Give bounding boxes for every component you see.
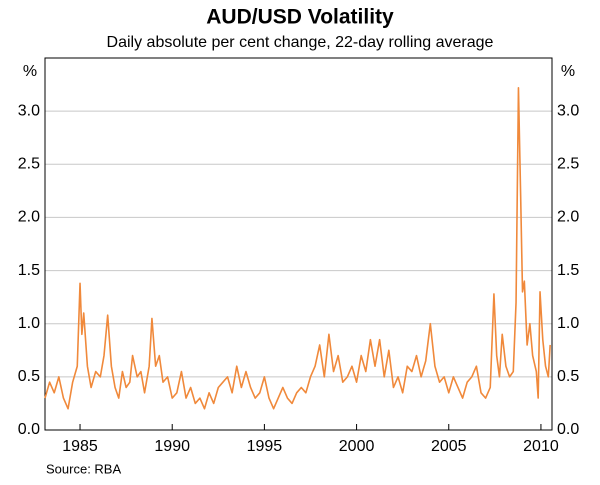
y-tick-label: 2.0 [18, 209, 40, 226]
x-tick-label: 2000 [339, 438, 375, 455]
y-tick-label: 1.5 [18, 262, 40, 279]
y2-tick-label: 0.0 [557, 421, 579, 438]
y-tick-label: 0.0 [18, 421, 40, 438]
source: Source: RBA [46, 461, 121, 476]
y-unit: % [23, 63, 37, 80]
y2-tick-label: 3.0 [557, 102, 579, 119]
y2-tick-label: 0.5 [557, 368, 579, 385]
y2-tick-label: 1.0 [557, 315, 579, 332]
x-tick-label: 2010 [523, 438, 559, 455]
x-tick-label: 1995 [247, 438, 283, 455]
data-line [44, 86, 551, 410]
y2-tick-label: 1.5 [557, 262, 579, 279]
y-tick-label: 0.5 [18, 368, 40, 385]
y2-tick-label: 2.5 [557, 156, 579, 173]
y-tick-label: 2.5 [18, 156, 40, 173]
x-tick-label: 1985 [62, 438, 98, 455]
x-tick-label: 2005 [431, 438, 467, 455]
y-tick-label: 1.0 [18, 315, 40, 332]
y2-tick-label: 2.0 [557, 209, 579, 226]
x-tick-label: 1990 [154, 438, 190, 455]
y-tick-label: 3.0 [18, 102, 40, 119]
chart-title: AUD/USD Volatility [206, 6, 394, 29]
chart-subtitle: Daily absolute per cent change, 22-day r… [107, 34, 494, 51]
y2-unit: % [561, 63, 575, 80]
plot-frame [44, 57, 553, 431]
